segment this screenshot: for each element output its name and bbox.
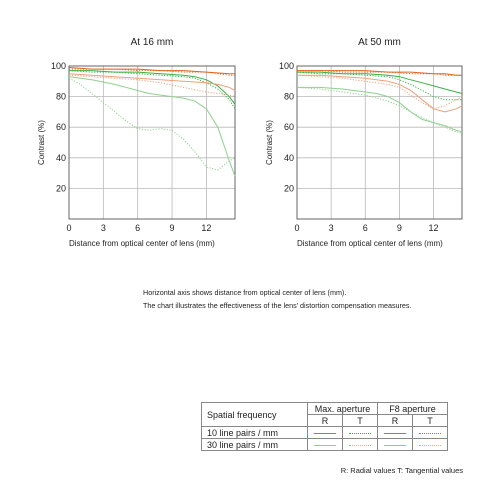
note-line-1: Horizontal axis shows distance from opti… [143, 288, 347, 297]
chart1-ylabel: Contrast (%) [37, 120, 46, 165]
legend-max-r-header: R [307, 414, 343, 427]
legend-spatial-frequency-header: Spatial frequency [201, 402, 308, 427]
legend-swatch-max-10-t [349, 432, 371, 434]
chart2-xtick-0: 0 [294, 223, 299, 233]
chart2-xtick-3: 3 [329, 223, 334, 233]
chart1-plot-frame [68, 65, 236, 220]
legend-max-aperture-header: Max. aperture [307, 402, 378, 415]
chart2-series-4 [296, 86, 463, 134]
chart2-xtick-12: 12 [429, 223, 439, 233]
chart2-series-8 [296, 74, 463, 110]
chart1-xtick-3: 3 [101, 223, 106, 233]
legend-table: Spatial frequency Max. aperture F8 apert… [201, 402, 448, 451]
chart1-ytick-60: 60 [56, 122, 66, 132]
legend-row-30lp: 30 line pairs / mm [201, 438, 308, 451]
note-line-2: The chart illustrates the effectiveness … [143, 300, 412, 310]
chart2-series-7 [297, 74, 463, 113]
legend-swatch-max-30-t [349, 444, 371, 446]
chart2-series-2 [296, 71, 462, 101]
chart2-series-5 [297, 70, 462, 76]
chart2-plot-frame [296, 65, 463, 220]
chart1-xtick-6: 6 [135, 223, 140, 233]
chart1-series-2 [68, 70, 236, 110]
chart1-xlabel: Distance from optical center of lens (mm… [69, 239, 215, 248]
chart1-ytick-20: 20 [56, 183, 66, 193]
legend-footer: R: Radial values T: Tangential values [340, 466, 463, 475]
legend-swatch-max-30-r [314, 444, 336, 446]
chart2-xlabel: Distance from optical center of lens (mm… [297, 239, 443, 248]
chart2-ytick-100: 100 [279, 61, 294, 71]
legend-swatch-max-10-r [314, 432, 336, 434]
chart1-series-5 [68, 67, 235, 75]
chart2-series-3 [297, 86, 463, 133]
legend-f8-r-header: R [377, 414, 413, 427]
legend-swatch-f8-10-t [419, 432, 441, 434]
chart1-series-4 [68, 77, 236, 171]
chart1-ytick-100: 100 [51, 61, 66, 71]
legend-swatch-f8-10-r [384, 432, 406, 434]
chart2-ytick-60: 60 [284, 122, 294, 132]
chart2-xtick-6: 6 [363, 223, 368, 233]
legend-f8-t-header: T [412, 414, 448, 427]
chart2-title: At 50 mm [358, 37, 401, 48]
legend-swatch-f8-30-r [384, 444, 406, 446]
chart1-series-1 [69, 70, 236, 105]
chart1-title: At 16 mm [131, 37, 174, 48]
chart1-ytick-80: 80 [56, 92, 66, 102]
chart2-ylabel: Contrast (%) [265, 120, 274, 165]
legend-max-t-header: T [342, 414, 378, 427]
chart-notes: Horizontal axis shows distance from opti… [143, 287, 412, 312]
chart1-xtick-9: 9 [170, 223, 175, 233]
chart2-series-1 [297, 71, 463, 94]
chart1-series-7 [68, 73, 236, 91]
chart1-series-8 [68, 74, 236, 98]
chart2-ytick-40: 40 [284, 153, 294, 163]
legend-row-10lp: 10 line pairs / mm [201, 426, 308, 439]
chart1-series-3 [68, 76, 236, 177]
chart2-ytick-20: 20 [284, 183, 294, 193]
legend-swatch-f8-30-t [419, 444, 441, 446]
chart2-series-6 [297, 70, 462, 76]
chart2-ytick-80: 80 [284, 92, 294, 102]
chart1-ytick-40: 40 [56, 153, 66, 163]
chart2-xtick-9: 9 [397, 223, 402, 233]
legend-f8-aperture-header: F8 aperture [377, 402, 448, 415]
chart1-xtick-0: 0 [66, 223, 71, 233]
chart1-xtick-12: 12 [201, 223, 211, 233]
